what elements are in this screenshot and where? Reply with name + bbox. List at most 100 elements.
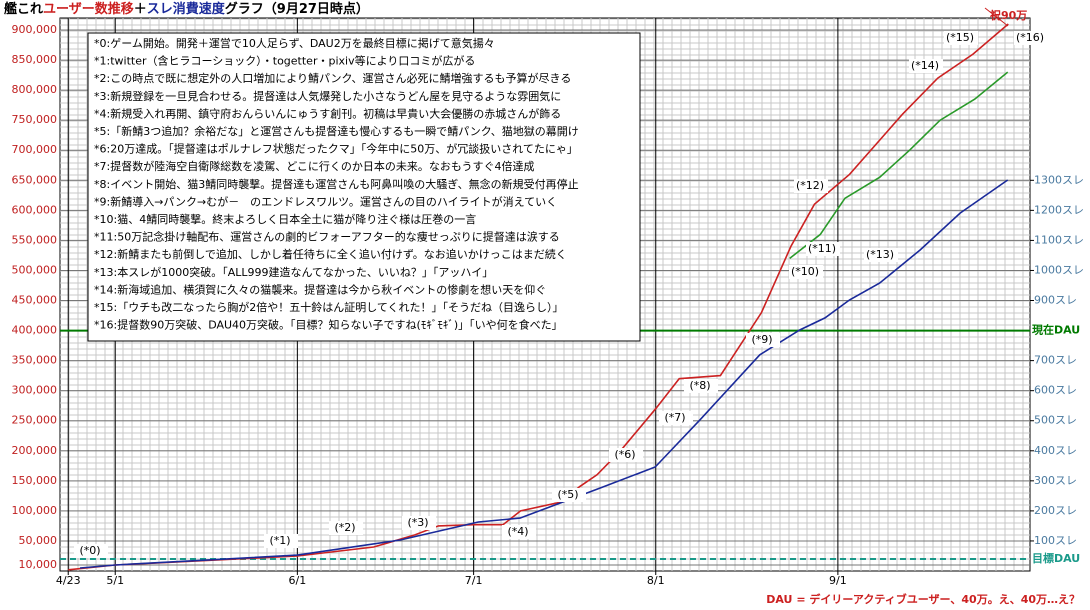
note: *0:ゲーム開始。開発＋運営で10人足らず、DAU2万を最終目標に掲げて意気揚々 bbox=[94, 36, 495, 50]
y2-tick-label: 900スレ bbox=[1034, 294, 1077, 307]
annotation: (*12) bbox=[796, 179, 824, 192]
annotation: (*4) bbox=[507, 525, 528, 538]
y-tick-label: 200,000 bbox=[12, 444, 58, 457]
annotation-bg bbox=[909, 59, 943, 73]
series-line bbox=[789, 71, 1009, 260]
y-tick-label: 500,000 bbox=[12, 263, 58, 276]
title-part: グラフ（9月27日時点） bbox=[225, 1, 369, 17]
y2-tick-label: 200スレ bbox=[1034, 504, 1077, 517]
annotation: (*3) bbox=[407, 516, 428, 529]
y-tick-label: 10,000 bbox=[19, 558, 58, 571]
note: *10:猫、4鯖同時襲撃。終末よろしく日本全土に猫が降り注ぐ様は圧巻の一言 bbox=[94, 212, 476, 226]
note: *14:新海域追加、横須賀に久々の猫襲来。提督達は今から秋イベントの惨劇を想い天… bbox=[94, 282, 546, 296]
chart-title: 艦これユーザー数推移＋スレ消費速度グラフ（9月27日時点） bbox=[4, 1, 369, 17]
y-tick-label: 650,000 bbox=[12, 173, 58, 186]
series-line bbox=[79, 179, 1009, 569]
callout-line bbox=[984, 7, 1009, 27]
note: *16:提督数90万突破、DAU40万突破。「目標？知らない子ですね(ﾓｷﾞﾓｷ… bbox=[94, 318, 563, 332]
x-tick-label: 6/1 bbox=[289, 574, 307, 587]
title-part: 艦これ bbox=[4, 1, 43, 17]
annotation: (*10) bbox=[791, 265, 819, 278]
y-tick-label: 550,000 bbox=[12, 233, 58, 246]
annotation-bg bbox=[794, 179, 828, 193]
annotation: (*0) bbox=[79, 544, 100, 557]
reference-label: 目標DAU bbox=[1032, 551, 1080, 565]
annotation-bg bbox=[1014, 31, 1048, 45]
y2-tick-label: 700スレ bbox=[1034, 354, 1077, 367]
y-tick-label: 350,000 bbox=[12, 354, 58, 367]
annotation-bg bbox=[74, 544, 108, 558]
title-part: ＋ bbox=[134, 2, 147, 17]
y-tick-label: 750,000 bbox=[12, 113, 58, 126]
y-tick-label: 850,000 bbox=[12, 53, 58, 66]
y-tick-label: 400,000 bbox=[12, 324, 58, 337]
annotation: (*16) bbox=[1016, 31, 1044, 44]
reference-label: 現在DAU bbox=[1032, 323, 1080, 337]
annotation: (*8) bbox=[689, 379, 710, 392]
x-tick-label: 5/1 bbox=[106, 574, 124, 587]
y-tick-label: 150,000 bbox=[12, 474, 58, 487]
y2-tick-label: 400スレ bbox=[1034, 444, 1077, 457]
annotation-bg bbox=[864, 248, 898, 262]
y-tick-label: 50,000 bbox=[19, 534, 58, 547]
x-tick-label: 7/1 bbox=[465, 574, 483, 587]
note: *3:新規登録を一旦見合わせる。提督達は人気爆発した小さなうどん屋を見守るような… bbox=[94, 89, 561, 103]
annotation-bg bbox=[746, 333, 780, 347]
annotation: (*14) bbox=[911, 59, 939, 72]
x-tick-label: 8/1 bbox=[647, 574, 665, 587]
annotation: (*11) bbox=[808, 242, 836, 255]
y2-tick-label: 1000スレ bbox=[1034, 263, 1084, 276]
y2-tick-label: 1100スレ bbox=[1034, 233, 1084, 246]
footer: DAU = デイリーアクティブユーザー、40万。え、40万…え？ bbox=[766, 592, 1080, 606]
y2-tick-label: 600スレ bbox=[1034, 384, 1077, 397]
annotation-bg bbox=[806, 242, 840, 256]
annotation: (*2) bbox=[334, 521, 355, 534]
note: *15:「ウチも改二なったら胸が2倍や！五十鈴はん証明してくれた！」「そうだね（… bbox=[94, 300, 564, 314]
y-tick-label: 600,000 bbox=[12, 203, 58, 216]
annotation-bg bbox=[659, 411, 693, 425]
annotation: (*9) bbox=[751, 333, 772, 346]
annotation: (*6) bbox=[614, 448, 635, 461]
title-part: ユーザー数推移 bbox=[43, 1, 134, 17]
annotation-bg bbox=[329, 521, 363, 535]
y-tick-label: 450,000 bbox=[12, 294, 58, 307]
y2-tick-label: 100スレ bbox=[1034, 534, 1077, 547]
note: *12:新鯖またも前倒しで追加、しかし着任待ちに全く追い付けず。なお追いかけっこ… bbox=[94, 247, 567, 261]
y2-tick-label: 1200スレ bbox=[1034, 203, 1084, 216]
note: *11:50万記念掛け軸配布、運営さんの劇的ビフォーアフター的な痩せっぷりに提督… bbox=[94, 230, 560, 244]
y-tick-label: 300,000 bbox=[12, 384, 58, 397]
y2-tick-label: 1300スレ bbox=[1034, 173, 1084, 186]
y-tick-label: 700,000 bbox=[12, 143, 58, 156]
annotation-bg bbox=[264, 534, 298, 548]
title-part: スレ消費速度 bbox=[147, 1, 226, 17]
series-line bbox=[68, 23, 1009, 571]
note: *13:本スレが1000突破。「ALL999建造なんてなかった、いいね？」「アッ… bbox=[94, 265, 493, 279]
note: *9:新鯖導入→パンク→むが－ のエンドレスワルツ。運営さんの目のハイライトが消… bbox=[94, 194, 557, 208]
note: *7:提督数が陸海空自衛隊総数を凌駕、どこに行くのか日本の未来。なおもうすぐ4倍… bbox=[94, 159, 535, 173]
note: *5:「新鯖3つ追加？余裕だな」と運営さんも提督達も慢心するも一瞬で鯖パンク、猫… bbox=[94, 124, 579, 138]
annotation-bg bbox=[944, 31, 978, 45]
annotation: (*1) bbox=[269, 534, 290, 547]
note: *1:twitter（含ヒラコーショック）・togetter・pixiv等により… bbox=[94, 54, 475, 68]
annotation-bg bbox=[789, 265, 823, 279]
y-tick-label: 900,000 bbox=[12, 23, 58, 36]
note: *2:この時点で既に想定外の人口増加により鯖パンク、運営さん必死に鯖増強するも予… bbox=[94, 71, 571, 85]
note: *8:イベント開始、猫3鯖同時襲撃。提督達も運営さんも阿鼻叫喚の大騒ぎ、無念の新… bbox=[94, 177, 579, 191]
y2-tick-label: 500スレ bbox=[1034, 414, 1077, 427]
annotation-bg bbox=[552, 488, 586, 502]
annotation-bg bbox=[609, 448, 643, 462]
annotation: (*15) bbox=[946, 31, 974, 44]
y-tick-label: 100,000 bbox=[12, 504, 58, 517]
y-tick-label: 250,000 bbox=[12, 414, 58, 427]
callout: 祝90万 bbox=[990, 8, 1027, 22]
annotation-bg bbox=[402, 516, 436, 530]
note: *4:新規受入れ再開、鎮守府おんらいんにゅうす創刊。初稿は早貴い大会優勝の赤城さ… bbox=[94, 106, 561, 120]
notes-box bbox=[87, 32, 641, 342]
annotation-bg bbox=[684, 379, 718, 393]
annotation: (*13) bbox=[866, 248, 894, 261]
annotation-bg bbox=[502, 525, 536, 539]
x-tick-label: 9/1 bbox=[829, 574, 847, 587]
y-tick-label: 800,000 bbox=[12, 83, 58, 96]
x-tick-label: 4/23 bbox=[56, 574, 81, 587]
